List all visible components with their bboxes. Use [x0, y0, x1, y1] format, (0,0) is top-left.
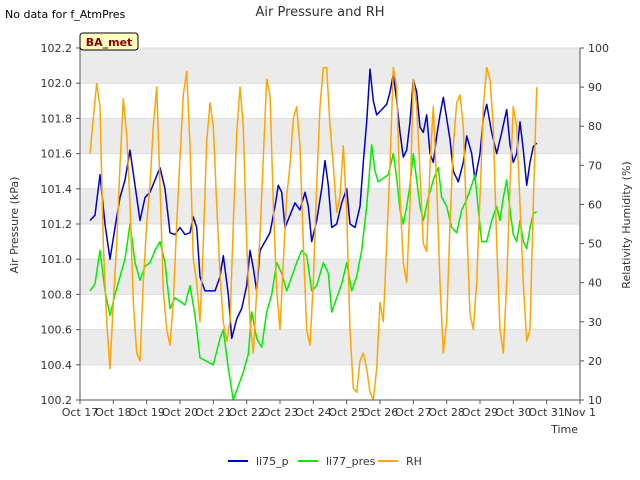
x-tick-label: Oct 24 — [295, 406, 332, 419]
x-tick-label: Oct 28 — [428, 406, 465, 419]
x-tick-label: Oct 22 — [228, 406, 265, 419]
y-tick-label: 100.8 — [41, 288, 73, 301]
series-line-li75_p — [89, 68, 538, 340]
y2-axis-label: Relativity Humidity (%) — [620, 161, 633, 288]
y2-tick-label: 10 — [588, 394, 602, 407]
x-tick-label: Oct 31 — [528, 406, 565, 419]
x-axis-label: Time — [550, 423, 578, 436]
x-tick-label: Oct 18 — [95, 406, 132, 419]
x-tick-label: Oct 21 — [195, 406, 232, 419]
y-axis-ticks: 100.2 100.4 100.6 100.8 101.0 101.2 101.4 101.6… — [41, 42, 80, 407]
y-tick-label: 100.4 — [41, 359, 73, 372]
y2-axis-ticks: 10 20 30 40 50 60 70 80 90 100 — [580, 42, 609, 407]
y-tick-label: 100.2 — [41, 394, 73, 407]
grid-bands — [80, 48, 580, 365]
x-tick-label: Oct 20 — [162, 406, 199, 419]
y-tick-label: 101.2 — [41, 218, 73, 231]
y-tick-label: 101.8 — [41, 112, 73, 125]
y2-tick-label: 40 — [588, 277, 602, 290]
chart-title: Air Pressure and RH — [255, 5, 384, 20]
y2-tick-label: 30 — [588, 316, 602, 329]
series-line-li77_pres — [89, 144, 538, 401]
x-tick-label: Oct 17 — [62, 406, 99, 419]
series-line-RH — [89, 66, 538, 401]
y-tick-label: 100.6 — [41, 324, 73, 337]
y-tick-label: 102.0 — [41, 77, 73, 90]
x-tick-label: Oct 26 — [362, 406, 399, 419]
grid-band — [80, 48, 580, 84]
x-tick-label: Oct 30 — [495, 406, 532, 419]
y2-tick-label: 50 — [588, 238, 602, 251]
y-tick-label: 101.0 — [41, 253, 73, 266]
x-tick-label: Oct 25 — [328, 406, 365, 419]
x-tick-label: Oct 19 — [128, 406, 165, 419]
station-badge-label: BA_met — [86, 36, 133, 49]
y2-tick-label: 90 — [588, 81, 602, 94]
legend: li75_p li77_pres RH — [228, 455, 422, 468]
no-data-note: No data for f_AtmPres — [5, 8, 126, 21]
legend-label-li75_p: li75_p — [256, 455, 289, 468]
y-tick-label: 101.6 — [41, 148, 73, 161]
y-tick-label: 101.4 — [41, 183, 73, 196]
station-badge-box — [79, 32, 139, 51]
y-tick-label: 102.2 — [41, 42, 73, 55]
x-tick-label: Oct 27 — [395, 406, 432, 419]
grid-band — [80, 329, 580, 365]
y-axis-label: Air Pressure (kPa) — [8, 177, 21, 274]
station-badge: BA_met — [79, 32, 139, 51]
y2-tick-label: 20 — [588, 355, 602, 368]
y2-tick-label: 70 — [588, 159, 602, 172]
y2-tick-label: 80 — [588, 120, 602, 133]
x-tick-label: Nov 1 — [564, 406, 596, 419]
series-layer — [89, 66, 538, 401]
y2-tick-label: 60 — [588, 198, 602, 211]
x-tick-label: Oct 29 — [462, 406, 499, 419]
x-tick-label: Oct 23 — [262, 406, 299, 419]
legend-label-RH: RH — [406, 455, 422, 468]
legend-label-li77_pres: li77_pres — [326, 455, 376, 468]
y2-tick-label: 100 — [588, 42, 609, 55]
